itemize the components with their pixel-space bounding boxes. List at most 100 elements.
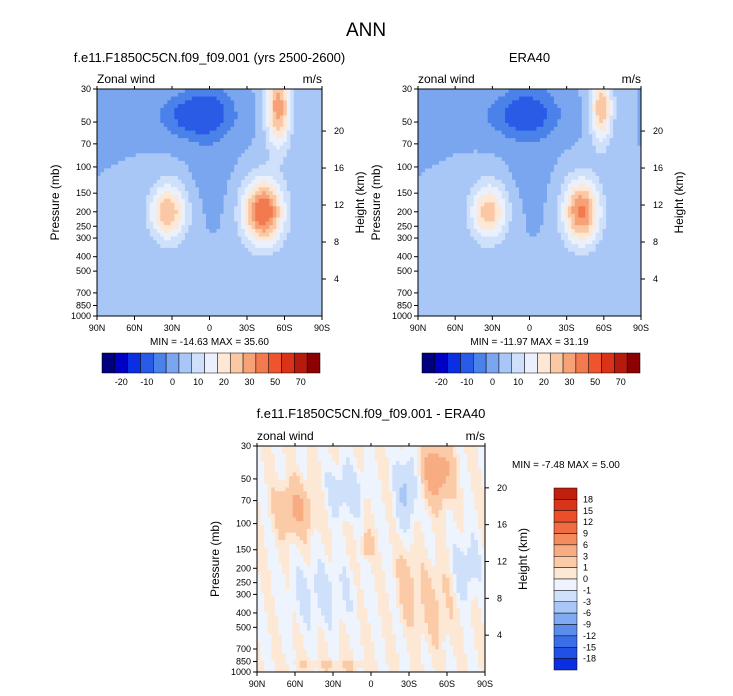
heatmap-cell: [428, 115, 433, 120]
heatmap-cell: [241, 300, 246, 306]
heatmap-cell: [297, 251, 302, 257]
heatmap-cell: [153, 198, 158, 204]
heatmap-cell: [602, 119, 607, 124]
heatmap-cell: [529, 96, 534, 101]
heatmap-cell: [227, 149, 232, 154]
heatmap-cell: [209, 202, 214, 207]
heatmap-cell: [269, 259, 274, 264]
heatmap-cell: [318, 213, 322, 219]
heatmap-cell: [163, 259, 168, 264]
heatmap-cell: [107, 130, 112, 135]
heatmap-cell: [258, 157, 263, 162]
heatmap-cell: [627, 141, 632, 147]
heatmap-cell: [234, 247, 239, 253]
heatmap-cell: [220, 153, 225, 158]
heatmap-cell: [487, 107, 492, 113]
heatmap-cell: [599, 126, 604, 132]
heatmap-cell: [174, 225, 179, 230]
heatmap-cell: [300, 281, 306, 287]
heatmap-cell: [442, 104, 447, 109]
heatmap-cell: [522, 119, 527, 124]
heatmap-cell: [107, 221, 112, 226]
heatmap-cell: [536, 149, 541, 154]
heatmap-cell: [314, 240, 320, 245]
heatmap-cell: [160, 179, 165, 185]
heatmap-cell: [156, 255, 161, 260]
heatmap-cell: [304, 266, 309, 272]
heatmap-cell: [191, 172, 197, 177]
heatmap-cell: [191, 134, 197, 139]
heatmap-cell: [595, 107, 600, 113]
heatmap-cell: [223, 141, 228, 147]
heatmap-cell: [283, 115, 288, 120]
heatmap-cell: [300, 119, 306, 124]
heatmap-cell: [613, 92, 618, 98]
heatmap-cell: [205, 289, 211, 294]
heatmap-cell: [428, 149, 433, 154]
heatmap-cell: [181, 225, 186, 230]
heatmap-cell: [160, 115, 165, 120]
heatmap-cell: [466, 141, 471, 147]
heatmap-cell: [237, 138, 242, 143]
heatmap-cell: [230, 168, 235, 173]
heatmap-cell: [160, 244, 165, 249]
heatmap-cell: [237, 308, 242, 313]
heatmap-cell: [307, 274, 313, 279]
heatmap-cell: [220, 160, 225, 166]
heatmap-cell: [139, 107, 144, 113]
heatmap-cell: [202, 107, 207, 113]
heatmap-cell: [163, 210, 168, 215]
heatmap-cell: [592, 100, 597, 105]
heatmap-cell: [258, 153, 263, 158]
heatmap-cell: [132, 111, 137, 117]
heatmap-cell: [174, 92, 179, 98]
heatmap-cell: [191, 300, 197, 306]
heatmap-cell: [557, 145, 562, 151]
heatmap-cell: [174, 172, 179, 177]
heatmap-cell: [146, 149, 151, 154]
heatmap-cell: [269, 210, 274, 215]
heatmap-cell: [237, 281, 242, 287]
heatmap-cell: [195, 130, 200, 135]
heatmap-cell: [276, 206, 281, 211]
heatmap-cell: [311, 217, 316, 223]
heatmap-cell: [251, 138, 256, 143]
heatmap-cell: [202, 198, 207, 204]
heatmap-cell: [125, 100, 130, 105]
heatmap-cell: [512, 92, 517, 98]
heatmap-cell: [251, 202, 256, 207]
heatmap-cell: [163, 119, 168, 124]
heatmap-cell: [146, 278, 151, 283]
heatmap-cell: [304, 134, 309, 139]
heatmap-cell: [202, 213, 207, 219]
heatmap-cell: [307, 145, 313, 151]
heatmap-cell: [592, 96, 597, 101]
heatmap-cell: [307, 251, 313, 257]
heatmap-cell: [139, 210, 144, 215]
heatmap-cell: [494, 115, 499, 120]
heatmap-cell: [272, 164, 277, 170]
heatmap-cell: [195, 183, 200, 188]
heatmap-cell: [198, 119, 204, 124]
heatmap-cell: [146, 297, 151, 302]
heatmap-cell: [153, 274, 158, 279]
heatmap-cell: [286, 255, 291, 260]
heatmap-cell: [121, 172, 126, 177]
heatmap-cell: [248, 115, 253, 120]
heatmap-cell: [307, 100, 313, 105]
heatmap-cell: [220, 123, 225, 128]
heatmap-cell: [477, 126, 482, 132]
heatmap-cell: [262, 130, 267, 135]
heatmap-cell: [519, 145, 524, 151]
heatmap-cell: [318, 300, 322, 306]
heatmap-cell: [181, 104, 186, 109]
heatmap-cell: [255, 217, 260, 223]
heatmap-cell: [304, 210, 309, 215]
heatmap-cell: [244, 228, 249, 234]
heatmap-cell: [428, 104, 433, 109]
heatmap-cell: [307, 168, 313, 173]
heatmap-cell: [435, 130, 440, 135]
heatmap-cell: [272, 266, 277, 272]
heatmap-cell: [213, 259, 218, 264]
heatmap-cell: [318, 297, 322, 302]
